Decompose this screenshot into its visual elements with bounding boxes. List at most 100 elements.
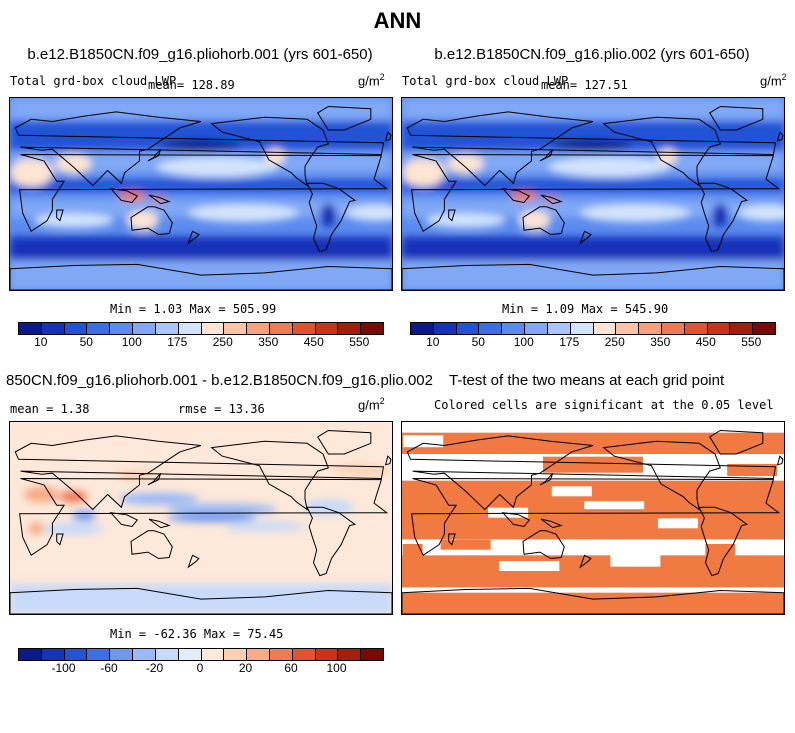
panel2-units: g/m2 [760,72,787,89]
colorbar-tick-label: 60 [284,661,298,675]
colorbar-cell [87,323,111,334]
colorbar-cell [110,323,134,334]
colorbar-cell [616,323,640,334]
field-patch [402,158,446,187]
colorbar-cell [292,649,316,660]
colorbar-tick-label: 100 [326,661,347,675]
colorbar-cell [224,323,248,334]
panel2-map-svg [402,98,784,290]
field-band [402,236,784,261]
colorbar-tick-label: -60 [100,661,118,675]
colorbar-tick-label: 175 [167,335,188,349]
coastline [579,230,592,245]
coastline [384,455,392,466]
field-band [10,98,392,120]
colorbar-tick-label: 50 [471,335,485,349]
coastline [448,209,456,222]
field-patch [548,157,669,178]
coastline [522,206,565,236]
colorbar-tick-label: -100 [51,661,76,675]
coastline [411,154,781,233]
coastline [411,478,781,557]
field-patch [265,148,286,165]
coastline [402,587,784,614]
field-patch-warm [542,196,559,203]
field-band [402,592,784,614]
field-patch [657,148,678,165]
panel1-variable: Total grd-box cloud LWP [10,74,177,88]
colorbar-tick-label: 175 [559,335,580,349]
field-patch [23,486,60,503]
significance-cell [499,561,560,571]
colorbar-cell [110,649,134,660]
colorbar-tick-label: 450 [303,335,324,349]
coastline [540,518,563,529]
coastline [56,533,64,546]
colorbar-tick-label: 250 [212,335,233,349]
coastline [10,587,392,614]
colorbar-cell [433,323,457,334]
coastline [539,472,554,486]
colorbar-cell [64,323,88,334]
colorbar-tick-label: -20 [145,661,164,675]
colorbar-tick-label: 10 [34,335,48,349]
panel3-map [9,421,393,615]
panel4-map-svg [402,422,784,614]
panel3-title: 850CN.f09_g16.pliohorb.001 - b.e12.B1850… [6,372,433,389]
coastline [402,263,784,290]
field-patch [72,510,97,521]
field-band [10,236,392,261]
field-patch-warm [510,191,539,202]
field-patch [166,514,257,522]
field-patch [33,213,114,228]
coastline [501,188,531,204]
panel2-variable: Total grd-box cloud LWP [402,74,569,88]
coastline [317,105,372,131]
colorbar-cell [201,649,225,660]
coastline [317,429,372,455]
colorbar-cell [178,649,202,660]
panel3-map-svg [10,422,392,614]
coastline [698,182,749,253]
field-band [402,432,784,454]
panel2-title: b.e12.B1850CN.f09_g16.plio.002 (yrs 601-… [434,46,750,63]
panel2-colorbar [410,322,776,335]
colorbar-cell [247,323,270,334]
field-patch [580,204,691,223]
colorbar-cell [269,649,293,660]
colorbar-cell [479,323,503,334]
colorbar-cell [87,649,111,660]
field-patch [167,503,278,516]
field-patch [43,522,104,535]
panel1-colorbar [18,322,384,335]
significance-cell [705,544,736,556]
colorbar-cell [525,323,548,334]
coastline [19,478,389,557]
coastline [19,154,389,233]
coastline [539,148,554,162]
coastline [10,263,392,290]
coastline [148,194,171,205]
field-patch-warm [150,196,167,203]
significance-cell [488,507,529,518]
coastline [776,455,784,466]
colorbar-tick-label: 250 [604,335,625,349]
significance-cell [402,544,423,556]
colorbar-tick-label: 350 [650,335,671,349]
coastline [148,518,171,529]
colorbar-cell [411,323,434,334]
coastline [602,116,721,187]
field-patch [303,499,354,516]
field-patch [59,490,88,503]
panel4-map [401,421,785,615]
panel1-title: b.e12.B1850CN.f09_g16.pliohorb.001 (yrs … [27,46,373,63]
significance-cell [551,486,592,497]
colorbar-tick-label: 100 [513,335,534,349]
coastline [14,435,385,511]
colorbar-tick-label: 100 [121,335,142,349]
significance-cell [657,518,698,529]
panel4-title: T-test of the two means at each grid poi… [449,372,725,389]
colorbar-tick-label: 550 [741,335,762,349]
coastline [56,209,64,222]
colorbar-cell [269,323,293,334]
